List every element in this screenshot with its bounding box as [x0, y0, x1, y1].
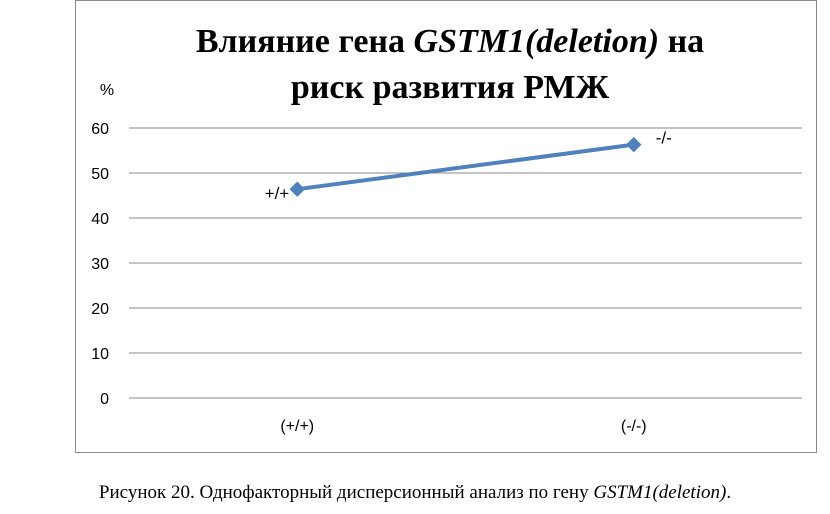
chart-frame — [75, 0, 817, 453]
gridlines — [129, 127, 802, 399]
y-tick-label-30: 30 — [91, 256, 109, 273]
y-tick-label-0: 0 — [100, 391, 109, 408]
caption-gene: GSTM1(deletion) — [593, 482, 727, 503]
figure-caption: Рисунок 20. Однофакторный дисперсионный … — [0, 482, 830, 504]
data-series: +/+ -/- — [265, 129, 672, 204]
y-axis-ticks: 0 10 20 30 40 50 60 — [91, 121, 109, 408]
data-point-1 — [289, 181, 305, 197]
y-tick-label-10: 10 — [91, 346, 109, 363]
data-label-2: -/- — [656, 129, 672, 148]
chart-title-line-2: риск развития РМЖ — [291, 69, 610, 106]
y-tick-label-40: 40 — [91, 211, 109, 228]
y-tick-label-50: 50 — [91, 166, 109, 183]
y-axis-label: % — [100, 82, 114, 99]
data-label-1: +/+ — [265, 184, 290, 203]
caption-end: . — [726, 482, 732, 503]
series-line-1 — [295, 142, 636, 192]
y-tick-label-20: 20 — [91, 301, 109, 318]
caption-text: Рисунок 20. Однофакторный дисперсионный … — [98, 482, 594, 503]
chart-title-line-1: Влияние гена GSTM1(deletion) на — [196, 23, 704, 60]
chart-title: Влияние гена GSTM1(deletion) на риск раз… — [196, 23, 704, 106]
x-tick-label-1: (+/+) — [280, 418, 314, 435]
data-point-2 — [626, 136, 642, 153]
y-tick-label-60: 60 — [91, 121, 109, 138]
x-axis-ticks: (+/+) (-/-) — [280, 418, 646, 435]
x-tick-label-2: (-/-) — [621, 418, 647, 435]
